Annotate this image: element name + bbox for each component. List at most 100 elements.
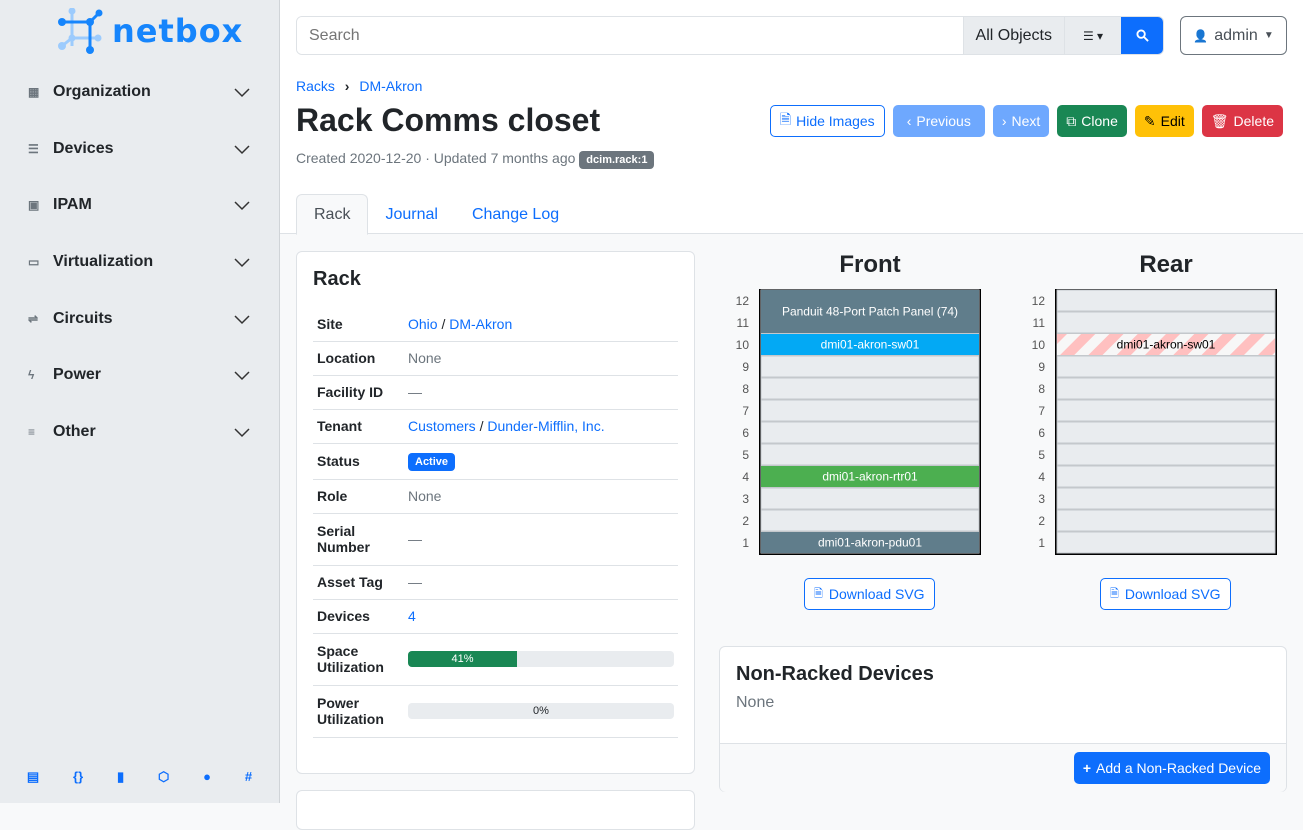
- clone-button[interactable]: ⧉ Clone: [1057, 105, 1127, 137]
- device-block[interactable]: [761, 532, 979, 553]
- download-front-svg-button[interactable]: 🗎 Download SVG: [804, 578, 935, 610]
- brand-name: netbox: [112, 12, 244, 50]
- sidebar-item-devices[interactable]: ☰ Devices: [0, 121, 279, 178]
- lines-icon: ≡: [28, 424, 36, 439]
- rack-slot[interactable]: [1056, 465, 1276, 488]
- rack-device[interactable]: dmi01-akron-sw01: [761, 334, 979, 355]
- previous-button[interactable]: ‹ Previous: [892, 105, 985, 137]
- rack-slot[interactable]: [760, 487, 980, 510]
- unit-label: 8: [1038, 382, 1045, 396]
- delete-button[interactable]: 🗑 Delete: [1201, 105, 1283, 137]
- table-row: Tenant Customers / Dunder-Mifflin, Inc.: [313, 409, 678, 444]
- object-scope-select[interactable]: All Objects: [962, 17, 1064, 54]
- table-row: Facility ID —: [313, 375, 678, 410]
- rack-slot[interactable]: [1056, 355, 1276, 378]
- sidebar-item-label: Devices: [53, 139, 114, 157]
- sidebar-item-organization[interactable]: ▦ Organization: [0, 64, 279, 121]
- edit-button[interactable]: ✎ Edit: [1134, 105, 1194, 137]
- chevron-right-icon: ›: [1001, 113, 1007, 129]
- rack-slot[interactable]: [1056, 377, 1276, 400]
- rack-device[interactable]: dmi01-akron-rtr01: [761, 466, 979, 487]
- unit-label: 10: [1032, 338, 1046, 352]
- rack-slot[interactable]: [760, 443, 980, 466]
- table-row: Site Ohio / DM-Akron: [313, 307, 678, 342]
- page-title: Rack Comms closet: [296, 102, 601, 138]
- object-meta: Created 2020-12-20 · Updated 7 months ag…: [296, 150, 655, 169]
- table-row: Serial Number —: [313, 513, 678, 566]
- rack-details-card: Rack Site Ohio / DM-Akron Location None Fa…: [296, 251, 695, 774]
- sidebar-item-virtualization[interactable]: ▭ Virtualization: [0, 234, 279, 291]
- label: Edit: [1160, 113, 1185, 129]
- rack-slot[interactable]: [1056, 311, 1276, 334]
- tab-journal[interactable]: Journal: [385, 205, 438, 223]
- rack-front-elevation: 12 11 10 9 8 7 6 5 4 3 2 1 Panduit 48-Port Patch Pan…: [736, 289, 981, 555]
- tab-change-log[interactable]: Change Log: [471, 205, 560, 223]
- rack-slot[interactable]: [1056, 443, 1276, 466]
- rack-slot[interactable]: [1056, 487, 1276, 510]
- row-value: None: [404, 341, 678, 376]
- rack-device[interactable]: dmi01-akron-pdu01: [761, 532, 979, 553]
- search-input[interactable]: [297, 17, 963, 54]
- tenant-link[interactable]: Dunder-Mifflin, Inc.: [487, 418, 605, 434]
- breadcrumb-racks[interactable]: Racks: [296, 78, 335, 94]
- rack-slot[interactable]: [1056, 399, 1276, 422]
- rack-slot[interactable]: [760, 377, 980, 400]
- unit-label: 5: [1038, 448, 1045, 462]
- rack-device[interactable]: Panduit 48-Port Patch Panel (74): [761, 290, 979, 333]
- non-racked-empty: None: [736, 694, 775, 711]
- book-icon[interactable]: ▤: [26, 769, 40, 784]
- netbox-logo[interactable]: netbox: [58, 8, 243, 54]
- rack-slot[interactable]: [1056, 531, 1276, 554]
- caret-down-icon: ▼: [1263, 30, 1274, 41]
- unit-label: 1: [1038, 536, 1045, 550]
- graphql-icon[interactable]: ⬡: [157, 769, 170, 784]
- user-menu-button[interactable]: 👤 admin ▼: [1180, 16, 1287, 55]
- table-row: Space Utilization 41%: [313, 633, 678, 686]
- device-block[interactable]: [761, 466, 979, 487]
- sidebar-item-circuits[interactable]: ⇌ Circuits: [0, 290, 279, 347]
- action-buttons: 🗎 Hide Images ‹ Previous › Next ⧉ Clone ✎ Edi…: [769, 105, 1283, 137]
- row-value: —: [404, 375, 678, 410]
- sidebar-item-power[interactable]: ϟ Power: [0, 347, 279, 404]
- download-rear-svg-button[interactable]: 🗎 Download SVG: [1100, 578, 1231, 610]
- space-utilization-bar: 41%: [408, 651, 674, 667]
- sidebar-footer: ▤ {} ▮ ⬡ ● #: [0, 769, 279, 785]
- rack-rear-elevation: 12 11 10 9 8 7 6 5 4 3 2 1 dmi01-akron-sw01: [1032, 289, 1277, 555]
- device-block[interactable]: [761, 290, 979, 333]
- next-button[interactable]: › Next: [992, 105, 1050, 137]
- card-title: Non-Racked Devices: [736, 663, 934, 685]
- devices-count-link[interactable]: 4: [408, 608, 416, 624]
- rack-slot[interactable]: [1056, 509, 1276, 532]
- label: Add a Non-Racked Device: [1096, 760, 1261, 776]
- github-icon[interactable]: ●: [203, 769, 212, 784]
- bookmark-icon[interactable]: ▮: [116, 769, 125, 784]
- slack-icon[interactable]: #: [244, 769, 253, 784]
- device-block[interactable]: [761, 334, 979, 355]
- trash-icon: 🗑: [1210, 112, 1229, 129]
- rack-slot[interactable]: [1056, 421, 1276, 444]
- circuit-icon: ⇌: [28, 311, 39, 326]
- sidebar-item-ipam[interactable]: ▣ IPAM: [0, 177, 279, 234]
- tenant-group-link[interactable]: Customers: [408, 418, 476, 434]
- device-block[interactable]: [1057, 334, 1275, 355]
- search-button[interactable]: [1121, 17, 1163, 54]
- filter-dropdown-button[interactable]: ☰ ▾: [1064, 17, 1121, 54]
- rack-slot[interactable]: [760, 399, 980, 422]
- api-icon[interactable]: {}: [73, 769, 84, 784]
- region-link[interactable]: Ohio: [408, 315, 438, 332]
- tab-rack[interactable]: Rack: [296, 194, 369, 235]
- rack-device[interactable]: dmi01-akron-sw01: [1057, 334, 1275, 355]
- sidebar-item-other[interactable]: ≡ Other: [0, 404, 279, 461]
- label: Download SVG: [828, 586, 925, 602]
- rack-slot[interactable]: [760, 421, 980, 444]
- breadcrumb-site[interactable]: DM-Akron: [359, 78, 423, 94]
- add-non-racked-device-button[interactable]: + Add a Non-Racked Device: [1073, 752, 1270, 784]
- chevron-down-icon: [234, 428, 250, 437]
- rack-slot[interactable]: [1056, 289, 1276, 312]
- hide-images-button[interactable]: 🗎 Hide Images: [769, 105, 885, 137]
- rack-slot[interactable]: [760, 509, 980, 532]
- table-row: Status Active: [313, 443, 678, 480]
- rack-slot[interactable]: [760, 355, 980, 378]
- chevron-down-icon: [234, 371, 250, 381]
- site-link[interactable]: DM-Akron: [449, 315, 513, 332]
